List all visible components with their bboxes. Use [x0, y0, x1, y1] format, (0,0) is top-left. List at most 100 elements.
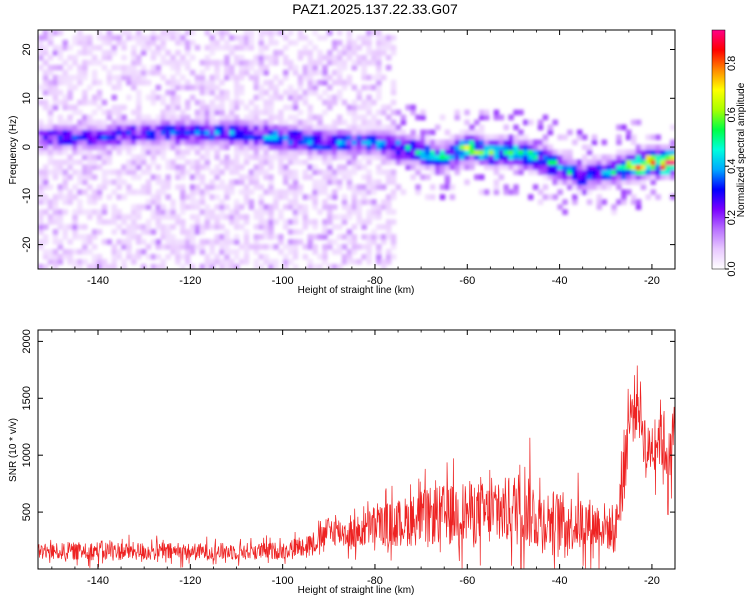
spectrogram-cell [258, 129, 264, 136]
spectrogram-cell [160, 109, 166, 116]
spectrogram-cell [346, 74, 353, 81]
spectrogram-cell [234, 114, 240, 121]
spectrogram-cell [650, 174, 656, 180]
spectrogram-cell [121, 30, 127, 36]
spectrogram-cell [96, 44, 103, 51]
spectrogram-cell [542, 114, 549, 121]
spectrogram-cell [351, 184, 358, 190]
spectrogram-cell [493, 109, 500, 116]
spectrogram-cell [322, 199, 328, 205]
spectrogram-cell [180, 154, 186, 161]
spectrogram-cell [72, 144, 78, 151]
spectrogram-cell [341, 149, 348, 156]
spectrogram-cell [503, 189, 509, 195]
spectrogram-cell [243, 39, 250, 46]
x-tick-label: -60 [459, 575, 475, 587]
spectrogram-cell [302, 134, 309, 141]
spectrogram-cell [189, 244, 196, 250]
spectrogram-cell [317, 134, 323, 141]
spectrogram-cell [292, 134, 299, 141]
spectrogram-cell [327, 144, 333, 151]
spectrogram-cell [464, 129, 470, 136]
spectrogram-cell [371, 124, 377, 131]
spectrogram-cell [136, 30, 142, 36]
spectrogram-cell [126, 144, 132, 151]
spectrogram-cell [577, 189, 583, 195]
spectrogram-cell [351, 259, 358, 265]
spectrogram-cell [278, 124, 284, 131]
spectrogram-cell [552, 179, 558, 185]
spectrogram-cell [165, 134, 171, 141]
spectrogram-cell [302, 144, 309, 151]
spectrogram-cell [62, 144, 68, 151]
spectrogram-cell [518, 164, 524, 171]
spectrogram-cell [57, 144, 64, 151]
spectrogram-cell [341, 64, 348, 71]
spectrogram-cell [292, 264, 299, 269]
spectrogram-cell [292, 179, 299, 185]
spectrogram-cell [160, 99, 166, 106]
spectrogram-cell [601, 199, 607, 205]
spectrogram-cell [155, 254, 162, 260]
spectrogram-cell [38, 189, 44, 195]
spectrogram-cell [214, 124, 220, 131]
spectrogram-cell [52, 149, 59, 156]
spectrogram-cell [131, 134, 137, 141]
spectrogram-cell [665, 174, 671, 180]
spectrogram-cell [307, 174, 313, 180]
spectrogram-cell [474, 159, 480, 166]
spectrogram-cell [376, 169, 382, 175]
spectrogram-cell [101, 179, 108, 185]
spectrogram-cell [601, 164, 607, 171]
spectrogram-cell [557, 159, 563, 166]
spectrogram-cell [209, 124, 215, 131]
spectrogram-cell [82, 209, 88, 215]
spectrogram-cell [170, 134, 176, 141]
spectrogram-cell [297, 144, 304, 151]
spectrogram-cell [67, 114, 73, 121]
spectrogram-cell [42, 239, 49, 245]
spectrogram-cell [513, 189, 519, 195]
spectrogram-cell [336, 64, 343, 71]
spectrogram-cell [258, 84, 264, 91]
spectrogram-cell [616, 184, 622, 190]
spectrogram-cell [268, 234, 274, 240]
spectrogram-cell [361, 84, 367, 91]
spectrogram-cell [474, 139, 480, 146]
spectrogram-cell [180, 119, 186, 126]
spectrogram-cell [204, 134, 211, 141]
spectrogram-cell [52, 99, 59, 106]
spectrogram-cell [273, 139, 279, 146]
spectrogram-cell [258, 34, 264, 41]
spectrogram-cell [224, 159, 230, 166]
spectrogram-cell [312, 69, 318, 76]
spectrogram-cell [150, 69, 157, 76]
spectrogram-cell [508, 114, 514, 121]
spectrogram-cell [317, 94, 323, 101]
spectrogram-cell [234, 154, 240, 161]
spectrogram-cell [87, 134, 93, 141]
spectrogram-cell [577, 184, 583, 190]
spectrogram-cell [131, 254, 137, 260]
spectrogram-cell [278, 79, 284, 86]
spectrogram-cell [292, 144, 299, 151]
spectrogram-cell [385, 229, 392, 235]
spectrogram-cell [498, 164, 505, 171]
spectrogram-cell [356, 139, 362, 146]
spectrogram-cell [307, 39, 313, 46]
spectrogram-cell [209, 244, 215, 250]
spectrogram-cell [52, 209, 59, 215]
spectrogram-cell [209, 49, 215, 56]
spectrogram-cell [312, 249, 318, 255]
spectrogram-cell [586, 189, 593, 195]
spectrogram-cell [116, 254, 122, 260]
spectrogram-cell [351, 189, 358, 195]
spectrogram-cell [581, 174, 588, 180]
spectrogram-cell [621, 164, 627, 171]
spectrogram-cell [38, 119, 44, 126]
spectrogram-cell [116, 39, 122, 46]
spectrogram-cell [234, 179, 240, 185]
spectrogram-cell [82, 89, 88, 96]
spectrogram-cell [258, 69, 264, 76]
spectrogram-cell [101, 119, 108, 126]
